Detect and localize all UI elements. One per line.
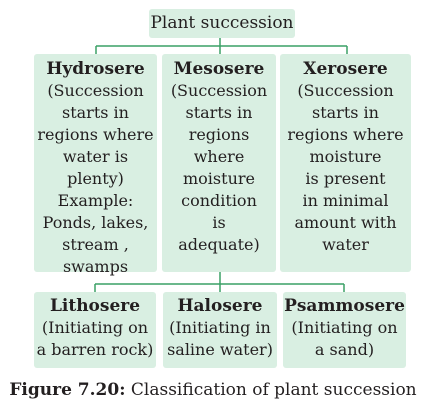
node-description: (Succession starts in regions where wate… [37, 81, 154, 276]
node-title: Psammosere [284, 296, 405, 316]
node-title: Xerosere [303, 59, 388, 79]
node-description: (Initiating in saline water) [167, 318, 273, 359]
node-title: Mesosere [173, 59, 265, 79]
node-hydrosere: Hydrosere (Succession starts in regions … [34, 54, 157, 276]
node-title: Hydrosere [46, 59, 145, 79]
node-halosere: Halosere (Initiating in saline water) [163, 292, 277, 368]
node-title: Halosere [177, 296, 263, 316]
caption-label: Figure 7.20: [9, 380, 126, 400]
node-title: Lithosere [49, 296, 141, 316]
root-node: Plant succession [149, 9, 295, 38]
node-description: (Initiating on a barren rock) [36, 318, 154, 359]
caption-text: Classification of plant succession [125, 380, 417, 400]
node-description: (Succession starts in regions where mois… [287, 81, 404, 254]
node-mesosere: Mesosere (Succession starts in regions w… [162, 54, 276, 272]
node-description: (Succession starts in regions where mois… [170, 81, 268, 254]
node-description: (Initiating on a sand) [291, 318, 398, 359]
node-xerosere: Xerosere (Succession starts in regions w… [280, 54, 411, 272]
root-label: Plant succession [150, 13, 294, 33]
node-lithosere: Lithosere (Initiating on a barren rock) [34, 292, 156, 368]
node-psammosere: Psammosere (Initiating on a sand) [283, 292, 406, 368]
figure-caption: Figure 7.20: Classification of plant suc… [0, 380, 426, 400]
